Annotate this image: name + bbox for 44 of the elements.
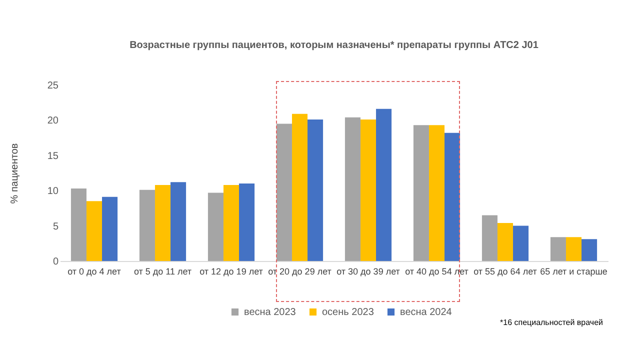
bar xyxy=(102,196,118,261)
y-tick-label: 0 xyxy=(52,256,59,268)
x-tick-label: от 40 до 54 лет xyxy=(405,266,468,276)
bar xyxy=(292,114,308,261)
bar xyxy=(513,226,529,261)
bar xyxy=(239,184,255,261)
bar xyxy=(566,237,582,261)
y-axis-title: % пациентов xyxy=(9,143,20,204)
y-tick-label: 25 xyxy=(47,80,59,92)
x-tick-label: от 5 до 11 лет xyxy=(134,266,192,276)
x-tick-label: от 12 до 19 лет xyxy=(200,266,263,276)
y-tick-label: 20 xyxy=(47,116,59,127)
bar xyxy=(444,132,460,261)
bar xyxy=(482,215,498,261)
bar xyxy=(276,124,292,261)
bar xyxy=(223,184,240,261)
bar xyxy=(428,125,445,261)
x-tick-label: от 55 до 64 лет xyxy=(474,266,537,276)
bar xyxy=(360,119,376,261)
x-tick-label: от 0 до 4 лет xyxy=(68,266,121,276)
bar xyxy=(413,125,429,261)
bar xyxy=(344,117,360,261)
legend-label: весна 2023 xyxy=(244,307,296,318)
bar xyxy=(70,188,86,261)
x-tick-label: 65 лет и старше xyxy=(540,266,608,276)
bar xyxy=(154,184,171,261)
legend-label: осень 2023 xyxy=(322,307,374,318)
bar xyxy=(170,182,186,261)
bar xyxy=(550,237,566,261)
bar xyxy=(497,222,514,261)
bar xyxy=(582,239,598,261)
bar xyxy=(308,119,324,261)
bar xyxy=(376,108,392,261)
bar xyxy=(208,192,224,261)
bar xyxy=(139,190,155,261)
y-tick-label: 10 xyxy=(47,186,59,198)
y-tick-label: 15 xyxy=(47,150,59,162)
y-tick-label: 5 xyxy=(52,221,59,232)
text: *16 специальностей врачей xyxy=(500,318,603,327)
legend-label: весна 2024 xyxy=(400,307,452,318)
chart-title: Возрастные группы пациентов, которым назначены* препараты группы АТС2 J01 xyxy=(130,40,539,51)
x-tick-label: от 30 до 39 лет xyxy=(336,266,400,276)
bar xyxy=(86,201,102,261)
x-tick-label: от 20 до 29 лет xyxy=(268,266,332,276)
